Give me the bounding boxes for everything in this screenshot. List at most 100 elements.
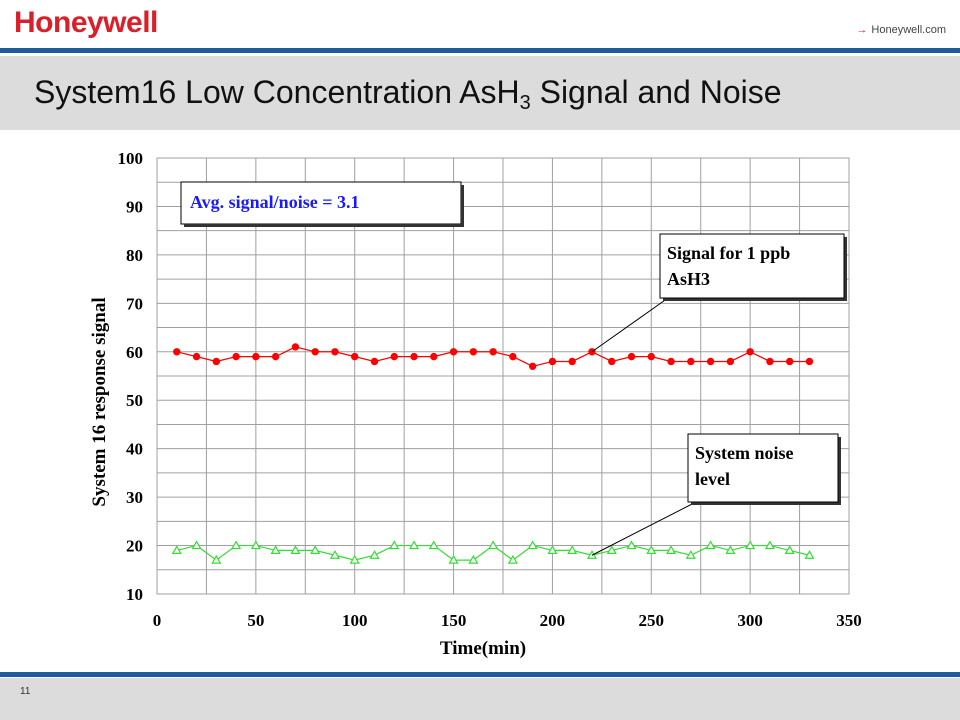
- signal-point: [430, 352, 438, 361]
- y-tick-label: 50: [126, 391, 143, 410]
- signal-series: [173, 343, 814, 371]
- noise-point: [468, 554, 479, 564]
- x-tick-label: 250: [639, 611, 665, 630]
- noise-point: [784, 545, 795, 554]
- noise-point: [211, 554, 222, 564]
- noise-point: [626, 540, 637, 550]
- signal-point: [548, 357, 557, 366]
- y-tick-label: 30: [126, 488, 143, 507]
- x-tick-label: 300: [737, 611, 763, 630]
- noise-series: [171, 540, 815, 564]
- y-tick-label: 70: [126, 294, 143, 313]
- noise-point: [606, 545, 617, 554]
- honeywell-link[interactable]: → Honeywell.com: [856, 24, 946, 36]
- x-tick-label: 150: [441, 611, 467, 630]
- signal-point: [331, 348, 339, 356]
- noise-point: [448, 554, 459, 564]
- signal-point: [449, 348, 458, 356]
- y-tick-label: 60: [126, 343, 143, 362]
- annotation-avg-signal-noise: Avg. signal/noise = 3.1: [180, 181, 464, 227]
- signal-point: [805, 357, 814, 366]
- noise-point: [428, 540, 439, 550]
- grid: [156, 157, 850, 595]
- y-axis-title: System 16 response signal: [89, 297, 110, 506]
- noise-point: [231, 540, 242, 550]
- noise-point: [685, 550, 696, 559]
- signal-point: [746, 348, 754, 356]
- signal-point: [271, 352, 280, 361]
- callout-text-line1: Signal for 1 ppb: [667, 243, 790, 263]
- callout-text-line2: level: [695, 469, 730, 489]
- signal-point: [509, 352, 517, 361]
- arrow-right-icon: →: [856, 24, 868, 36]
- callout-noise: System noise level: [591, 433, 841, 556]
- noise-point: [567, 545, 578, 554]
- signal-point: [212, 357, 221, 366]
- x-tick-label: 200: [540, 611, 566, 630]
- y-tick-label: 100: [118, 149, 144, 168]
- x-tick-label: 350: [836, 611, 862, 630]
- noise-point: [290, 545, 301, 554]
- signal-point: [252, 352, 260, 361]
- y-tick-label: 90: [126, 197, 143, 216]
- noise-point: [329, 550, 340, 559]
- signal-point: [232, 352, 240, 361]
- signal-point: [647, 352, 655, 361]
- signal-noise-chart: 0 50 100 150 200 250 300 350 10 20 30 40 50 60 70 80 90 1…: [78, 138, 878, 666]
- title-main: System16 Low Concentration AsH: [34, 74, 520, 110]
- signal-point: [687, 357, 695, 366]
- header-rule: [0, 48, 960, 53]
- noise-point: [527, 540, 538, 550]
- signal-point: [469, 348, 478, 356]
- noise-point: [725, 545, 736, 554]
- noise-point: [369, 550, 380, 559]
- callout-signal: Signal for 1 ppb AsH3: [591, 233, 847, 353]
- footer-band: [0, 678, 960, 720]
- x-tick-label: 50: [247, 611, 264, 630]
- signal-point: [370, 357, 379, 366]
- noise-point: [646, 545, 657, 554]
- slide-title: System16 Low Concentration AsH3 Signal a…: [34, 74, 782, 115]
- signal-point: [766, 357, 774, 366]
- y-tick-label: 10: [126, 585, 143, 604]
- honeywell-link-text[interactable]: Honeywell.com: [871, 24, 946, 36]
- signal-point: [785, 357, 794, 366]
- callout-text-line2: AsH3: [667, 269, 710, 289]
- noise-point: [389, 540, 400, 550]
- noise-point: [171, 545, 182, 554]
- callout-leader-line: [591, 297, 669, 353]
- callout-text-line1: System noise: [695, 443, 794, 463]
- y-tick-label: 80: [126, 246, 143, 265]
- noise-point: [507, 554, 518, 564]
- noise-point: [408, 540, 420, 550]
- signal-point: [528, 362, 537, 371]
- signal-point: [311, 348, 319, 356]
- signal-point: [173, 348, 181, 356]
- title-rest: Signal and Noise: [530, 74, 782, 110]
- callout-box: [687, 433, 839, 503]
- noise-point: [745, 540, 756, 550]
- annotation-shadow: [461, 185, 464, 227]
- signal-point: [489, 348, 497, 356]
- signal-point: [627, 352, 636, 361]
- noise-point: [547, 545, 558, 554]
- signal-point: [667, 357, 675, 366]
- noise-point: [804, 550, 815, 559]
- noise-point: [250, 540, 261, 550]
- noise-point: [270, 545, 281, 554]
- x-tick-label: 0: [153, 611, 162, 630]
- title-subscript: 3: [519, 92, 531, 114]
- annotation-text: Avg. signal/noise = 3.1: [190, 192, 359, 212]
- x-axis-title: Time(min): [440, 638, 526, 659]
- noise-point: [191, 540, 202, 550]
- chart-container: 0 50 100 150 200 250 300 350 10 20 30 40 50 60 70 80 90 1…: [78, 138, 878, 666]
- noise-point: [488, 540, 499, 550]
- callout-leader-line: [591, 501, 697, 556]
- page-number: 11: [20, 686, 31, 697]
- callout-box: [659, 233, 845, 299]
- noise-point: [705, 540, 716, 550]
- noise-point: [666, 545, 677, 554]
- y-tick-label: 40: [126, 440, 143, 459]
- signal-point: [608, 357, 616, 366]
- footer-rule: [0, 672, 960, 677]
